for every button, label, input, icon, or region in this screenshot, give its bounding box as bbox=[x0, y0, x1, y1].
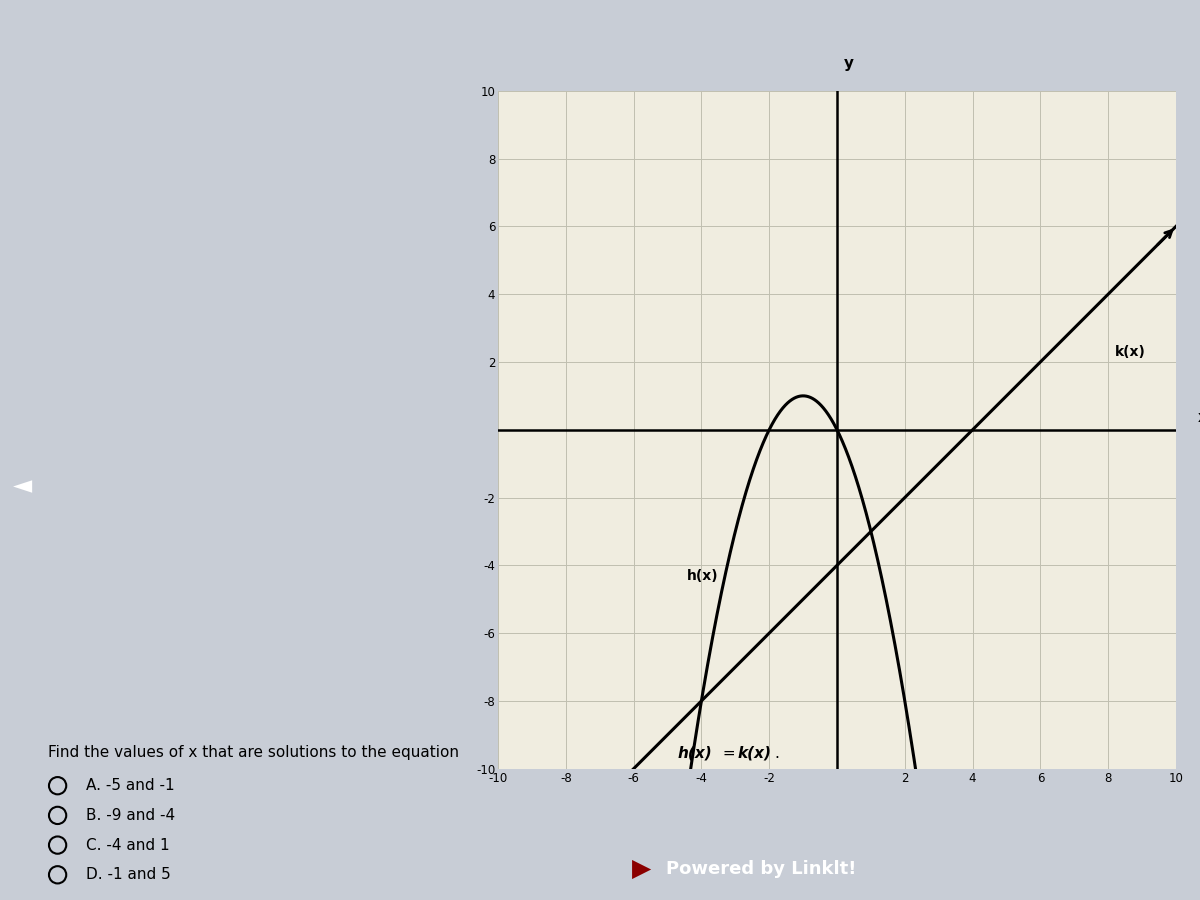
Text: ◄: ◄ bbox=[13, 474, 32, 498]
Text: k(x): k(x) bbox=[1115, 345, 1146, 359]
Text: B. -9 and -4: B. -9 and -4 bbox=[86, 808, 175, 823]
Text: Find the values of x that are solutions to the equation: Find the values of x that are solutions … bbox=[48, 745, 464, 760]
Text: y: y bbox=[844, 56, 854, 71]
Text: x: x bbox=[1198, 410, 1200, 426]
Text: D. -1 and 5: D. -1 and 5 bbox=[86, 868, 172, 882]
Text: ▶: ▶ bbox=[632, 858, 652, 881]
Text: h(x): h(x) bbox=[686, 569, 719, 582]
Text: k(x): k(x) bbox=[738, 745, 772, 760]
Text: Powered by Linklt!: Powered by Linklt! bbox=[666, 860, 857, 878]
Text: .: . bbox=[774, 745, 779, 760]
Text: A. -5 and -1: A. -5 and -1 bbox=[86, 778, 175, 793]
Text: C. -4 and 1: C. -4 and 1 bbox=[86, 838, 170, 852]
Text: h(x): h(x) bbox=[678, 745, 713, 760]
Text: =: = bbox=[718, 745, 740, 760]
